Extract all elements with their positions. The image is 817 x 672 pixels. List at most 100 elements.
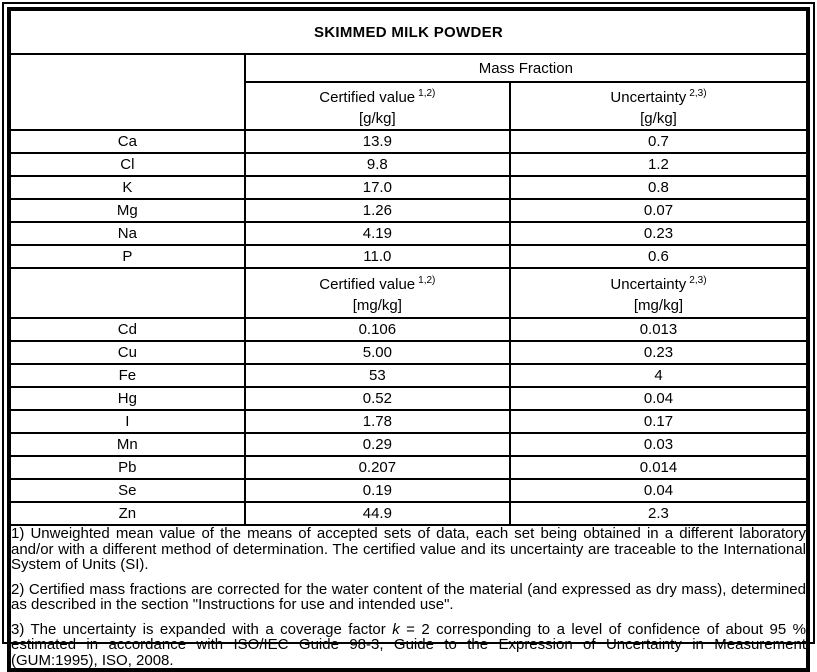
uncertainty-unit-mgkg: [mg/kg] [633,297,684,314]
uncertainty-value-cell: 0.23 [508,340,810,365]
certified-value-cell: 0.19 [243,478,511,503]
footnote: 2) Certified mass fractions are correcte… [11,580,806,613]
empty-cell [8,267,246,319]
footnotes-cell: 1) Unweighted mean value of the means of… [8,524,809,671]
table-row: Cd 0.106 0.013 [8,317,810,342]
footnote: 3) The uncertainty is expanded with a co… [11,620,806,669]
uncertainty-value-cell: 0.6 [508,244,810,269]
uncertainty-value-cell: 0.8 [508,175,810,200]
table-row: Ca 13.9 0.7 [8,129,810,154]
footnote-text-segment: 1) Unweighted mean value of the means of… [11,525,806,573]
element-symbol: K [8,175,246,200]
element-symbol: Ca [8,129,246,154]
uncertainty-unit-gkg: [g/kg] [640,110,677,127]
uncertainty-value-cell: 0.17 [508,409,810,434]
element-symbol: Mn [8,432,246,457]
table-row: Cu 5.00 0.23 [8,340,810,365]
certified-value-label: Certified value [319,276,416,293]
element-symbol: Na [8,221,246,246]
table-row: Mg 1.26 0.07 [8,198,810,223]
table-row: Cl 9.8 1.2 [8,152,810,177]
empty-header-cell [8,53,246,131]
mgkg-data-section: Cd 0.106 0.013 Cu 5.00 0.23 Fe 53 4 Hg 0.52 0.04 I 1.… [8,317,810,526]
footnotes-row: 1) Unweighted mean value of the means of… [8,524,809,671]
table-row: I 1.78 0.17 [8,409,810,434]
uncertainty-value-cell: 2.3 [508,501,810,526]
element-symbol: Fe [8,363,246,388]
certified-value-unit-mgkg: [mg/kg] [352,297,402,314]
uncertainty-footnote-ref: 2,3) [689,275,707,286]
element-symbol: I [8,409,246,434]
certified-value-label: Certified value [319,89,416,106]
certified-value-cell: 0.207 [243,455,511,480]
certified-value-cell: 0.52 [243,386,511,411]
table-row: Na 4.19 0.23 [8,221,810,246]
element-symbol: Hg [8,386,246,411]
certified-value-cell: 13.9 [243,129,511,154]
table-header: SKIMMED MILK POWDER Mass Fraction Certif… [8,8,810,131]
element-symbol: Zn [8,501,246,526]
certified-value-header-mgkg: Certified value 1,2) [mg/kg] [243,267,511,319]
mass-fraction-row: Mass Fraction [8,53,810,131]
certified-value-cell: 9.8 [243,152,511,177]
footnote-text-segment: 3) The uncertainty is expanded with a co… [11,620,393,638]
table-row: Mn 0.29 0.03 [8,432,810,457]
unit-header-row-gkg: Certified value 1,2) [g/kg] Uncertainty 2,… [9,81,810,131]
mgkg-header-section: Certified value 1,2) [mg/kg] Uncertainty 2… [8,267,810,319]
certified-value-cell: 11.0 [243,244,511,269]
element-symbol: Cu [8,340,246,365]
page-title: SKIMMED MILK POWDER [8,8,809,55]
element-symbol: Cd [8,317,246,342]
table-row: Fe 53 4 [8,363,810,388]
certified-value-footnote-ref: 1,2) [418,275,436,286]
uncertainty-value-cell: 0.23 [508,221,810,246]
footnote-text-segment: 2) Certified mass fractions are correcte… [11,580,806,613]
certified-value-cell: 1.78 [243,409,511,434]
uncertainty-label: Uncertainty [610,276,687,293]
uncertainty-value-cell: 0.03 [508,432,810,457]
element-symbol: P [8,244,246,269]
uncertainty-label: Uncertainty [610,89,687,106]
certified-value-cell: 0.29 [243,432,511,457]
uncertainty-header-mgkg: Uncertainty 2,3) [mg/kg] [508,267,810,319]
certified-value-cell: 17.0 [243,175,511,200]
uncertainty-value-cell: 0.013 [508,317,810,342]
uncertainty-value-cell: 0.7 [508,129,810,154]
uncertainty-value-cell: 0.014 [508,455,810,480]
table-row: K 17.0 0.8 [8,175,810,200]
element-symbol: Se [8,478,246,503]
table-row: Zn 44.9 2.3 [8,501,810,526]
uncertainty-footnote-ref: 2,3) [689,88,707,99]
uncertainty-value-cell: 4 [508,363,810,388]
gkg-data-section: Ca 13.9 0.7 Cl 9.8 1.2 K 17.0 0.8 Mg 1.26 0.07 Na 4.1… [8,129,810,269]
element-symbol: Mg [8,198,246,223]
certified-value-cell: 0.106 [243,317,511,342]
certified-value-unit-gkg: [g/kg] [358,110,396,127]
certified-values-table: SKIMMED MILK POWDER Mass Fraction Certif… [7,7,810,672]
footnotes-section: 1) Unweighted mean value of the means of… [8,524,809,671]
uncertainty-header-gkg: Uncertainty 2,3) [g/kg] [508,81,810,131]
certified-value-cell: 5.00 [243,340,511,365]
mass-fraction-header: Mass Fraction [243,53,810,83]
uncertainty-value-cell: 0.04 [508,386,810,411]
certified-value-cell: 44.9 [243,501,511,526]
certified-value-header-gkg: Certified value 1,2) [g/kg] [243,81,511,131]
certified-value-cell: 4.19 [243,221,511,246]
uncertainty-value-cell: 0.04 [508,478,810,503]
element-symbol: Pb [8,455,246,480]
certified-value-cell: 53 [243,363,511,388]
certified-value-footnote-ref: 1,2) [418,88,436,99]
table-row: P 11.0 0.6 [8,244,810,269]
footnote-italic-segment: k [392,620,400,638]
uncertainty-value-cell: 0.07 [508,198,810,223]
table-row: Hg 0.52 0.04 [8,386,810,411]
uncertainty-value-cell: 1.2 [508,152,810,177]
element-symbol: Cl [8,152,246,177]
table-row: Se 0.19 0.04 [8,478,810,503]
table-row: Pb 0.207 0.014 [8,455,810,480]
title-row: SKIMMED MILK POWDER [8,8,809,55]
unit-header-row-mgkg: Certified value 1,2) [mg/kg] Uncertainty 2… [8,267,810,319]
certified-value-cell: 1.26 [243,198,511,223]
